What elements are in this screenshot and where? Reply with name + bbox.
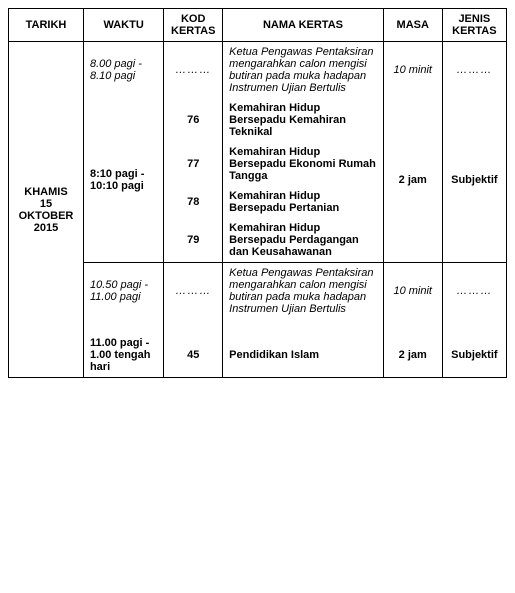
nama-cell: Ketua Pengawas Pentaksiran mengarahkan c… — [223, 42, 384, 99]
waktu-cell: 8:10 pagi - 10:10 pagi — [83, 98, 163, 263]
header-nama: NAMA KERTAS — [223, 9, 384, 42]
table-row: 8:10 pagi - 10:10 pagi 76 Kemahiran Hidu… — [9, 98, 507, 142]
masa-cell: 2 jam — [383, 98, 442, 263]
header-row: TARIKH WAKTU KOD KERTAS NAMA KERTAS MASA… — [9, 9, 507, 42]
jenis-cell: Subjektif — [442, 98, 506, 263]
waktu-cell: 10.50 pagi - 11.00 pagi — [83, 263, 163, 320]
nama-cell: Kemahiran Hidup Bersepadu Perdagangan da… — [223, 218, 384, 263]
kod-cell: 45 — [164, 333, 223, 378]
nama-cell: Ketua Pengawas Pentaksiran mengarahkan c… — [223, 263, 384, 320]
masa-cell: 2 jam — [383, 333, 442, 378]
header-jenis: JENIS KERTAS — [442, 9, 506, 42]
nama-cell: Kemahiran Hidup Bersepadu Kemahiran Tekn… — [223, 98, 384, 142]
kod-cell: ……… — [164, 263, 223, 320]
header-masa: MASA — [383, 9, 442, 42]
kod-cell: 76 — [164, 98, 223, 142]
nama-cell: Pendidikan Islam — [223, 333, 384, 378]
nama-cell: Kemahiran Hidup Bersepadu Pertanian — [223, 186, 384, 218]
waktu-cell: 11.00 pagi - 1.00 tengah hari — [83, 333, 163, 378]
exam-schedule-table: TARIKH WAKTU KOD KERTAS NAMA KERTAS MASA… — [8, 8, 507, 378]
header-kod: KOD KERTAS — [164, 9, 223, 42]
kod-cell: 79 — [164, 218, 223, 263]
table-row: 10.50 pagi - 11.00 pagi ……… Ketua Pengaw… — [9, 263, 507, 320]
kod-cell: 77 — [164, 142, 223, 186]
header-waktu: WAKTU — [83, 9, 163, 42]
tarikh-cell: KHAMIS 15 OKTOBER 2015 — [9, 42, 84, 378]
nama-cell: Kemahiran Hidup Bersepadu Ekonomi Rumah … — [223, 142, 384, 186]
masa-cell: 10 minit — [383, 42, 442, 99]
jenis-cell: ……… — [442, 263, 506, 320]
header-tarikh: TARIKH — [9, 9, 84, 42]
table-row — [9, 319, 507, 333]
waktu-cell: 8.00 pagi - 8.10 pagi — [83, 42, 163, 99]
jenis-cell: Subjektif — [442, 333, 506, 378]
table-row: 11.00 pagi - 1.00 tengah hari 45 Pendidi… — [9, 333, 507, 378]
table-row: KHAMIS 15 OKTOBER 2015 8.00 pagi - 8.10 … — [9, 42, 507, 99]
kod-cell: ……… — [164, 42, 223, 99]
masa-cell: 10 minit — [383, 263, 442, 320]
kod-cell: 78 — [164, 186, 223, 218]
jenis-cell: ……… — [442, 42, 506, 99]
